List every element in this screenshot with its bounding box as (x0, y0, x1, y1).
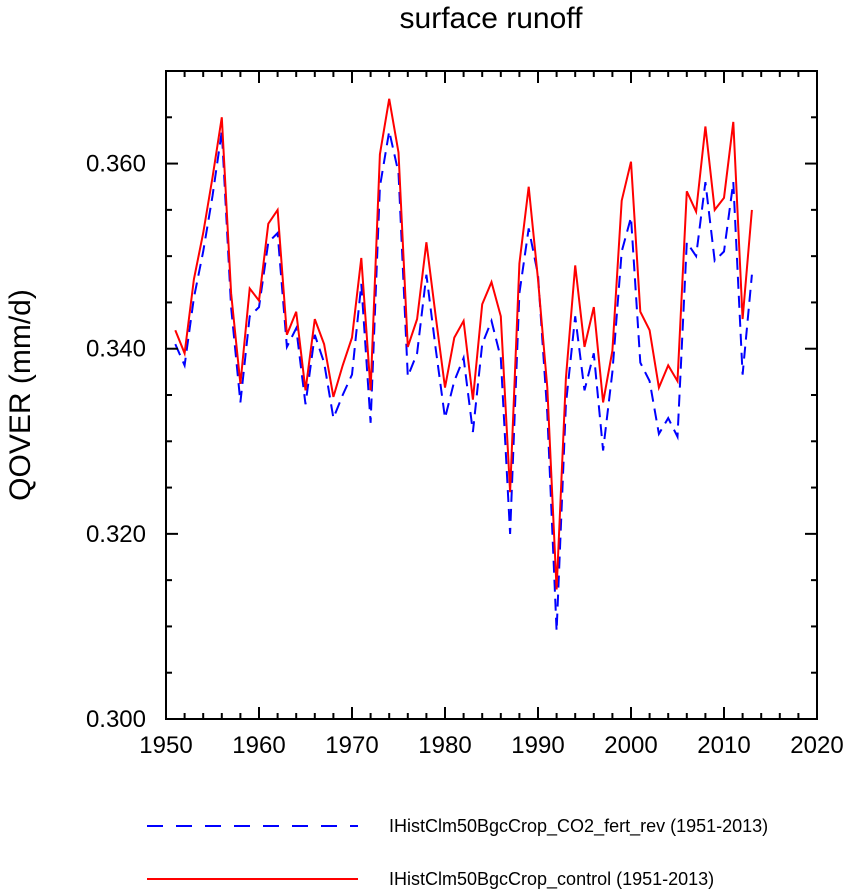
x-tick-label: 2010 (697, 732, 750, 759)
x-tick-label: 1980 (418, 732, 471, 759)
y-tick-label: 0.300 (86, 706, 146, 733)
y-tick-label: 0.320 (86, 521, 146, 548)
y-tick-label: 0.360 (86, 151, 146, 178)
series-line-1 (174, 130, 753, 632)
chart-title: surface runoff (400, 2, 584, 35)
plot-content (174, 98, 753, 632)
series-line-2 (174, 98, 753, 590)
axis-ticks: 1950 1960 1970 1980 1990 2000 2010 2020 0.300 0.3… (86, 70, 844, 759)
x-tick-label: 1990 (511, 732, 564, 759)
x-tick-label: 1960 (232, 732, 285, 759)
legend-label-1: IHistClm50BgcCrop_CO2_fert_rev (1951-201… (389, 816, 768, 837)
y-tick-label: 0.340 (86, 336, 146, 363)
plot-frame (165, 70, 818, 720)
x-tick-label: 2020 (790, 732, 843, 759)
legend: IHistClm50BgcCrop_CO2_fert_rev (1951-201… (147, 816, 768, 890)
x-tick-label: 1950 (139, 732, 192, 759)
y-axis-label: QOVER (mm/d) (4, 289, 37, 501)
x-tick-label: 2000 (604, 732, 657, 759)
x-tick-label: 1970 (325, 732, 378, 759)
legend-label-2: IHistClm50BgcCrop_control (1951-2013) (389, 869, 714, 890)
